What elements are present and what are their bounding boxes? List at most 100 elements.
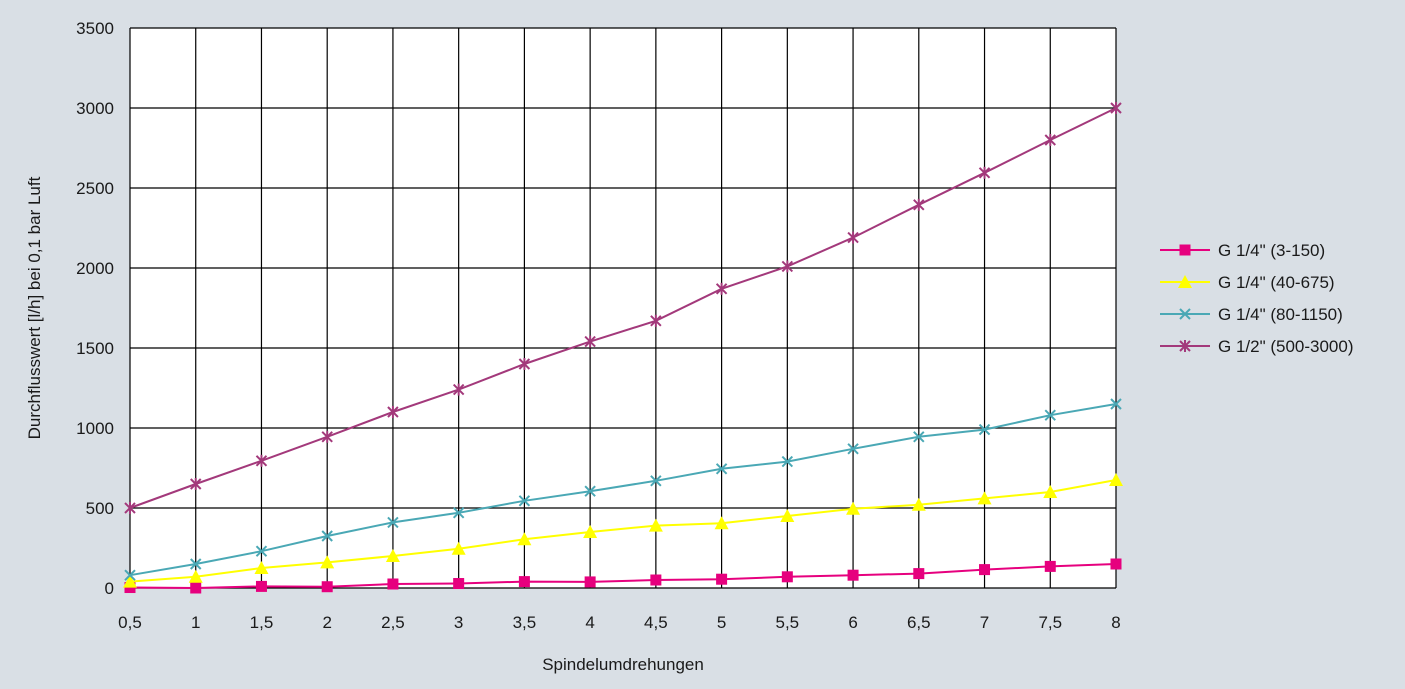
data-point-asterisk bbox=[255, 454, 268, 467]
data-point-x bbox=[1179, 308, 1191, 320]
data-point-square bbox=[847, 569, 859, 581]
data-point-square bbox=[650, 574, 662, 586]
marker-stroke bbox=[913, 431, 925, 443]
data-point-square bbox=[518, 576, 530, 588]
x-tick-label: 6,5 bbox=[907, 613, 931, 632]
data-point-asterisk bbox=[1110, 102, 1122, 114]
data-point-asterisk bbox=[387, 406, 399, 418]
data-point-asterisk bbox=[1044, 134, 1056, 146]
data-point-x bbox=[715, 463, 728, 475]
legend-item: G 1/2" (500-3000) bbox=[1160, 337, 1354, 356]
series-line bbox=[129, 479, 1117, 583]
data-point-x bbox=[650, 475, 662, 487]
marker-stroke bbox=[978, 423, 991, 436]
data-point-square bbox=[1179, 244, 1191, 256]
marker-stroke bbox=[255, 545, 268, 557]
data-point-x bbox=[584, 485, 596, 497]
data-point-asterisk bbox=[913, 198, 925, 211]
data-point-x bbox=[978, 423, 991, 436]
series-line bbox=[129, 563, 1117, 590]
x-tick-label: 1,5 bbox=[250, 613, 274, 632]
x-tick-label: 2 bbox=[322, 613, 331, 632]
x-tick-label: 7 bbox=[980, 613, 989, 632]
data-point-x bbox=[1110, 398, 1122, 410]
x-tick-label: 7,5 bbox=[1038, 613, 1062, 632]
x-tick-label: 3,5 bbox=[513, 613, 537, 632]
data-point-asterisk bbox=[978, 166, 991, 179]
data-point-triangle bbox=[385, 549, 400, 562]
data-point-square bbox=[321, 581, 333, 593]
data-point-triangle bbox=[911, 497, 926, 511]
data-point-triangle bbox=[254, 561, 269, 574]
data-point-square bbox=[255, 580, 267, 592]
marker-stroke bbox=[124, 569, 136, 581]
series-markers bbox=[124, 102, 1122, 514]
data-point-triangle bbox=[1178, 275, 1192, 288]
legend-item: G 1/4" (40-675) bbox=[1160, 273, 1335, 292]
x-tick-label: 5,5 bbox=[776, 613, 800, 632]
data-point-x bbox=[518, 495, 531, 507]
data-point-square bbox=[1044, 560, 1056, 572]
x-tick-label: 6 bbox=[848, 613, 857, 632]
data-point-square bbox=[190, 582, 202, 594]
data-point-triangle bbox=[977, 491, 992, 505]
data-point-triangle bbox=[123, 574, 137, 588]
data-point-triangle bbox=[583, 525, 598, 538]
legend-label: G 1/4" (80-1150) bbox=[1218, 305, 1343, 324]
legend: G 1/4" (3-150) G 1/4" (40-675) G 1/4" (80-… bbox=[1160, 241, 1354, 356]
data-point-asterisk bbox=[190, 478, 202, 490]
marker-stroke bbox=[715, 463, 728, 475]
data-point-x bbox=[452, 507, 465, 519]
marker-stroke bbox=[190, 558, 202, 570]
data-point-asterisk bbox=[584, 335, 596, 348]
data-point-triangle bbox=[320, 555, 335, 569]
data-point-asterisk bbox=[124, 502, 136, 514]
x-axis-title: Spindelumdrehungen bbox=[542, 655, 704, 674]
data-point-asterisk bbox=[847, 231, 859, 244]
x-tick-label: 1 bbox=[191, 613, 200, 632]
data-point-x bbox=[387, 516, 399, 529]
x-tick-label: 3 bbox=[454, 613, 463, 632]
data-point-square bbox=[1110, 558, 1122, 570]
y-tick-label: 3000 bbox=[76, 99, 114, 118]
data-point-triangle bbox=[1109, 473, 1123, 486]
data-point-asterisk bbox=[452, 383, 465, 396]
marker-stroke bbox=[1179, 308, 1191, 320]
y-tick-labels: 0 500 1000 1500 2000 2500 3000 3500 bbox=[76, 19, 114, 598]
y-tick-label: 2000 bbox=[76, 259, 114, 278]
y-tick-label: 2500 bbox=[76, 179, 114, 198]
data-point-x bbox=[913, 431, 925, 443]
marker-stroke bbox=[781, 455, 794, 468]
data-point-triangle bbox=[846, 501, 861, 515]
series-markers bbox=[124, 398, 1122, 581]
marker-stroke bbox=[321, 530, 333, 542]
y-tick-label: 500 bbox=[86, 499, 114, 518]
legend-item: G 1/4" (3-150) bbox=[1160, 241, 1325, 260]
series-markers bbox=[123, 473, 1123, 588]
data-point-square bbox=[913, 568, 925, 580]
data-point-triangle bbox=[188, 569, 203, 583]
series-line bbox=[129, 107, 1117, 509]
data-point-asterisk bbox=[650, 314, 662, 327]
data-point-square bbox=[453, 578, 465, 590]
x-tick-label: 5 bbox=[717, 613, 726, 632]
series-lines bbox=[123, 102, 1123, 594]
marker-stroke bbox=[847, 443, 859, 455]
x-tick-label: 2,5 bbox=[381, 613, 405, 632]
legend-item: G 1/4" (80-1150) bbox=[1160, 305, 1343, 324]
legend-label: G 1/4" (3-150) bbox=[1218, 241, 1325, 260]
marker-stroke bbox=[452, 507, 465, 519]
x-tick-label: 4,5 bbox=[644, 613, 668, 632]
marker-stroke bbox=[518, 495, 531, 507]
marker-stroke bbox=[1044, 409, 1056, 421]
marker-stroke bbox=[650, 475, 662, 487]
data-point-asterisk bbox=[781, 260, 794, 273]
data-point-triangle bbox=[714, 516, 729, 530]
x-tick-label: 4 bbox=[585, 613, 594, 632]
legend-label: G 1/4" (40-675) bbox=[1218, 273, 1335, 292]
marker-stroke bbox=[584, 485, 596, 497]
legend-label: G 1/2" (500-3000) bbox=[1218, 337, 1354, 356]
data-point-x bbox=[321, 530, 333, 542]
y-tick-label: 0 bbox=[105, 579, 114, 598]
